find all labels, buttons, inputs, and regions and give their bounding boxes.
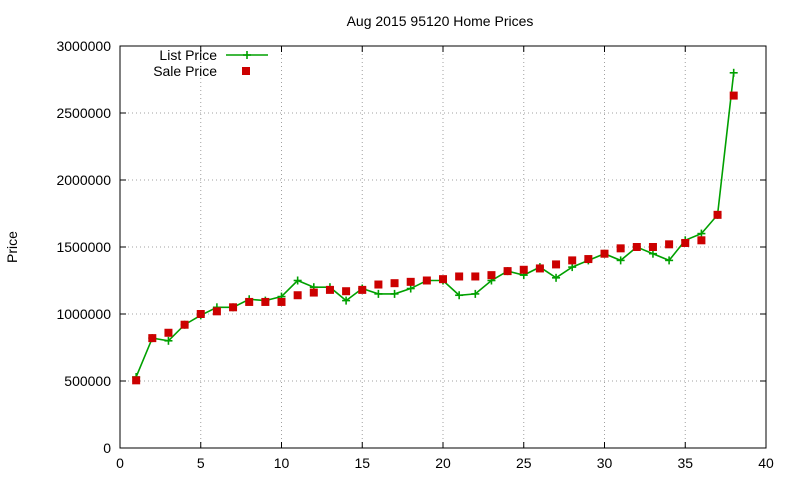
sale-price-point (439, 275, 447, 284)
sale-price-point (245, 297, 254, 306)
list-price-point (471, 289, 480, 298)
sale-price-point (568, 256, 577, 265)
list-price-point (406, 284, 415, 293)
y-tick-label: 0 (103, 440, 111, 456)
sale-price-point (132, 376, 141, 385)
sale-price-point (212, 307, 221, 316)
list-price-point (164, 336, 173, 345)
sale-price-point (229, 303, 238, 312)
sale-price-point (406, 277, 415, 286)
sale-price-point (648, 243, 657, 251)
axis-ticks: 0 500000 1000000 1500000 2000000 2500000 30000… (56, 38, 774, 471)
x-tick-label: 30 (597, 455, 613, 471)
sale-price-point (616, 244, 625, 253)
sale-price-point (487, 271, 496, 280)
legend-label-sale-price: Sale Price (153, 63, 217, 79)
sale-price-point (713, 210, 722, 219)
chart-title: Aug 2015 95120 Home Prices (347, 13, 534, 29)
y-tick-label: 500000 (64, 373, 111, 389)
y-tick-label: 1000000 (56, 306, 111, 322)
sale-price-point (374, 280, 383, 289)
x-tick-label: 40 (758, 455, 774, 471)
sale-price-point (342, 287, 351, 296)
x-tick-label: 0 (116, 455, 124, 471)
sale-price-point (277, 297, 286, 306)
list-price-point (616, 256, 625, 265)
y-tick-label: 2500000 (56, 105, 111, 121)
sale-price-point (552, 260, 561, 269)
legend: List Price Sale Price (153, 47, 268, 79)
sale-price-point (309, 288, 318, 297)
sale-price-point (390, 279, 399, 288)
list-price-point (697, 229, 706, 238)
sale-price-point (196, 310, 205, 318)
list-price-point (455, 291, 464, 300)
legend-label-list-price: List Price (159, 47, 217, 63)
x-tick-label: 15 (354, 455, 370, 471)
plot-frame (119, 45, 767, 449)
sale-price-point (164, 328, 173, 337)
sale-price-point (535, 264, 544, 273)
sale-price-point (455, 272, 464, 281)
list-price-point (374, 289, 383, 298)
list-price-line (135, 72, 735, 378)
list-price-point (293, 276, 302, 285)
series-layer (132, 68, 738, 385)
sale-price-point (729, 91, 738, 100)
x-tick-label: 10 (274, 455, 290, 471)
sale-price-point (697, 236, 706, 245)
sale-price-point (665, 240, 674, 249)
sale-price-point (358, 285, 367, 294)
y-tick-label: 1500000 (56, 239, 111, 255)
sale-price-point (503, 267, 512, 276)
x-tick-label: 35 (677, 455, 693, 471)
list-price-point (665, 256, 674, 265)
legend-sample-list-price-marker (243, 51, 251, 59)
list-price-point (729, 68, 738, 77)
y-tick-label: 3000000 (56, 38, 111, 54)
x-tick-label: 5 (197, 455, 205, 471)
list-price-point (390, 289, 399, 298)
legend-sample-sale-price (242, 67, 250, 75)
list-price-point (568, 263, 577, 272)
sale-price-point (632, 243, 641, 251)
y-axis-label: Price (4, 231, 20, 263)
series-1 (132, 91, 738, 385)
series-0 (132, 68, 738, 381)
sale-price-point (180, 320, 189, 329)
x-tick-label: 20 (435, 455, 451, 471)
sale-price-point (584, 255, 593, 264)
list-price-point (342, 296, 351, 305)
sale-price-point (293, 291, 302, 300)
sale-price-point (471, 272, 480, 281)
sale-price-point (261, 297, 270, 306)
grid-lines (120, 46, 766, 448)
sale-price-point (519, 265, 528, 274)
x-tick-label: 25 (516, 455, 532, 471)
y-tick-label: 2000000 (56, 172, 111, 188)
sale-price-point (681, 238, 690, 247)
sale-price-point (422, 276, 431, 285)
sale-price-point (600, 249, 609, 258)
list-price-point (552, 273, 561, 282)
list-price-point (648, 249, 657, 258)
sale-price-point (325, 285, 334, 294)
sale-price-point (148, 334, 157, 343)
